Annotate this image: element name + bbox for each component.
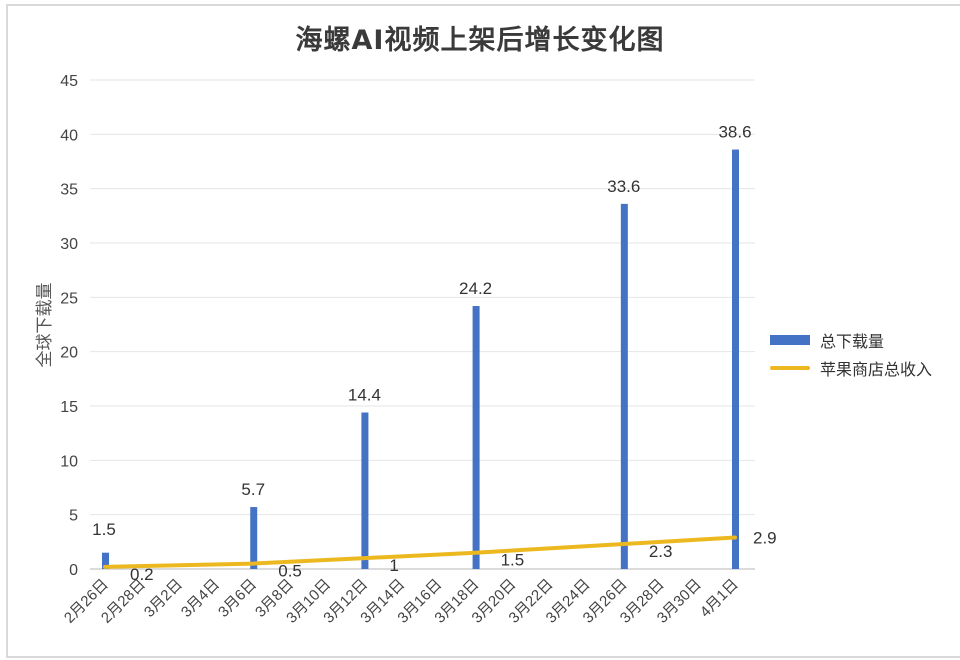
y-tick-label: 40 <box>60 127 78 144</box>
line-value-label: 1 <box>389 556 398 575</box>
bar <box>732 149 739 569</box>
line-value-label: 2.9 <box>753 528 777 547</box>
line-value-label: 2.3 <box>649 542 673 561</box>
chart-title: 海螺AI视频上架后增长变化图 <box>295 25 665 56</box>
bar <box>102 552 109 569</box>
bar-value-label: 1.5 <box>92 520 116 539</box>
legend-label-revenue: 苹果商店总收入 <box>820 360 933 379</box>
bar <box>361 412 369 569</box>
bar-value-label: 38.6 <box>718 123 751 142</box>
line-swatch-icon <box>770 366 810 370</box>
bar <box>472 306 480 569</box>
legend-item-revenue: 苹果商店总收入 <box>770 354 932 382</box>
y-tick-label: 30 <box>60 236 78 253</box>
y-tick-label: 15 <box>60 399 78 416</box>
y-axis-label: 全球下载量 <box>35 283 54 368</box>
bar-swatch-icon <box>770 335 810 345</box>
x-tick-label: 4月1日 <box>697 576 742 621</box>
y-tick-label: 5 <box>69 508 78 525</box>
chart-frame <box>6 4 960 658</box>
bar-value-label: 24.2 <box>459 279 492 298</box>
line-value-label: 0.5 <box>278 562 302 581</box>
legend: 总下载量 苹果商店总收入 <box>770 326 932 382</box>
legend-label-downloads: 总下载量 <box>820 332 885 351</box>
revenue-line <box>103 535 737 569</box>
y-tick-label: 25 <box>60 290 78 307</box>
line-value-label: 1.5 <box>501 551 525 570</box>
y-tick-label: 10 <box>60 453 78 470</box>
bar <box>620 203 628 569</box>
y-tick-label: 20 <box>60 345 78 362</box>
y-tick-label: 45 <box>60 73 78 90</box>
bar <box>250 507 258 569</box>
y-tick-label: 0 <box>69 562 78 579</box>
y-tick-label: 35 <box>60 182 78 199</box>
bar-value-label: 14.4 <box>348 386 381 405</box>
x-tick-label: 3月6日 <box>215 576 260 621</box>
line-value-label: 0.2 <box>130 565 154 584</box>
x-tick-label: 3月4日 <box>178 576 223 621</box>
bar-value-label: 5.7 <box>241 480 265 499</box>
bar-value-label: 33.6 <box>607 177 640 196</box>
legend-item-downloads: 总下载量 <box>770 326 932 354</box>
